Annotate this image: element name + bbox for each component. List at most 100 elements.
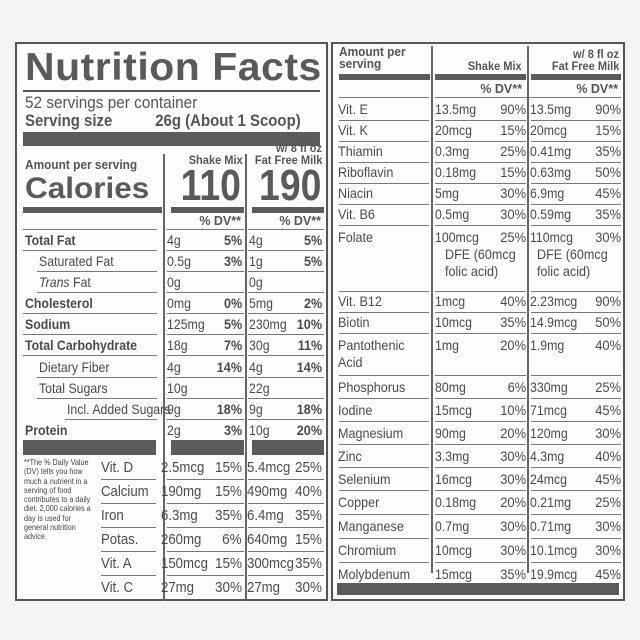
vitamin-row: Biotin 10mcg 35% 14.9mcg 50% xyxy=(333,312,623,333)
with-milk-amount: 19.9mcg xyxy=(530,566,578,582)
with-milk-amount: 6.4mg xyxy=(247,507,284,524)
shake-mix-amount: 18g xyxy=(167,337,188,353)
with-milk-dv: 50% xyxy=(595,314,621,330)
shake-mix-dv: 18% xyxy=(216,401,242,417)
vitamin-row: Vit. K 20mcg 15% 20mcg 15% xyxy=(333,120,623,141)
servings-per-container: 52 servings per container xyxy=(25,94,198,112)
shake-mix-amount: 4g xyxy=(167,232,181,248)
dv-header-milk: % DV** xyxy=(576,82,618,96)
row-divider xyxy=(435,562,526,563)
thick-divider xyxy=(339,74,430,80)
shake-mix-dv: 15% xyxy=(214,459,242,476)
serving-size-value: 26g (About 1 Scoop) xyxy=(155,111,301,130)
with-milk-amount: 1g xyxy=(249,253,263,269)
with-milk-dv: 45% xyxy=(595,185,621,201)
macro-row: Incl. Added Sugars 9g 18% 9g 18% xyxy=(17,399,326,420)
vitamin-row: Vit. E 13.5mg 90% 13.5mg 90% xyxy=(333,99,623,120)
with-milk-dv: 5% xyxy=(303,253,322,269)
vitamin-row: Niacin 5mg 30% 6.9mg 45% xyxy=(333,183,623,204)
row-divider xyxy=(248,292,324,293)
row-divider xyxy=(167,292,244,293)
nutrient-name: Incl. Added Sugars xyxy=(67,401,171,417)
shake-mix-dv: 3% xyxy=(223,422,242,438)
vitamin-row: Molybdenum 15mcg 35% 19.9mcg 45% xyxy=(333,562,623,586)
row-divider xyxy=(531,141,621,142)
shake-mix-dv: 35% xyxy=(500,314,526,330)
with-milk-amount: 640mg xyxy=(247,531,288,548)
nutrient-name: Vit. K xyxy=(338,122,368,138)
row-divider xyxy=(339,291,429,292)
row-divider xyxy=(339,225,429,226)
row-divider xyxy=(101,503,156,504)
col-milk-line2: Fat Free Milk xyxy=(551,59,619,73)
nutrient-name: Molybdenum xyxy=(338,566,411,582)
shake-mix-dv: 30% xyxy=(500,518,526,534)
row-divider xyxy=(167,398,244,399)
shake-mix-amount: 150mcg xyxy=(161,555,208,572)
row-divider xyxy=(167,250,244,251)
vitamin-row: Vit. D 2.5mcg 15% 5.4mcg 25% xyxy=(17,456,326,479)
row-divider xyxy=(339,375,429,376)
shake-mix-amount: 260mg xyxy=(161,531,202,548)
vitamin-row: Thiamin 0.3mg 25% 0.41mg 35% xyxy=(333,141,623,162)
with-milk-amount: 13.5mg xyxy=(530,101,572,117)
row-divider xyxy=(167,479,244,480)
column-divider xyxy=(431,46,433,573)
vitamin-row: Zinc 3.3mg 30% 4.3mg 40% xyxy=(333,444,623,467)
shake-mix-dv: 14% xyxy=(216,359,242,375)
row-divider xyxy=(531,398,621,399)
nutrient-name: Cholesterol xyxy=(25,295,93,311)
nutrient-name: Protein xyxy=(25,422,68,438)
row-divider xyxy=(531,204,621,205)
row-divider xyxy=(531,312,621,313)
nutrient-name: Vit. B6 xyxy=(338,206,375,222)
with-milk-amount: 2.23mcg xyxy=(530,293,578,309)
with-milk-dv: 30% xyxy=(595,518,621,534)
amount-per-line2: serving xyxy=(339,57,382,71)
row-divider xyxy=(435,538,526,539)
shake-mix-amount: 4g xyxy=(167,359,181,375)
col-shake-mix: Shake Mix xyxy=(467,59,522,73)
shake-mix-dv: 15% xyxy=(500,164,526,180)
with-milk-amount: 4g xyxy=(249,359,263,375)
row-divider xyxy=(531,444,621,445)
row-divider xyxy=(167,313,244,314)
nutrient-name: Chromium xyxy=(338,542,397,558)
with-milk-amount: 4g xyxy=(249,232,263,248)
row-divider xyxy=(339,333,429,334)
row-divider xyxy=(435,204,526,205)
row-divider xyxy=(435,312,526,313)
nutrient-name: Zinc xyxy=(338,448,362,464)
row-divider xyxy=(167,377,244,378)
nutrient-name: Trans Fat xyxy=(39,272,91,293)
with-milk-dv: 30% xyxy=(294,579,322,596)
row-divider xyxy=(531,467,621,468)
shake-mix-amount: 15mcg xyxy=(435,402,472,418)
row-divider xyxy=(167,229,244,230)
shake-mix-dv: 3% xyxy=(223,253,242,269)
row-divider xyxy=(531,375,621,376)
nutrient-name: Total Sugars xyxy=(39,380,108,396)
row-divider xyxy=(531,291,621,292)
shake-mix-amount: 3.3mg xyxy=(435,448,470,464)
row-divider xyxy=(248,503,324,504)
with-milk-amount: 71mcg xyxy=(530,402,567,418)
with-milk-amount: 6.9mg xyxy=(530,185,565,201)
shake-mix-amount: 0.5g xyxy=(167,253,191,269)
macro-row: Sodium 125mg 5% 230mg 10% xyxy=(17,314,326,335)
row-divider xyxy=(248,229,324,230)
vitamin-row: Pantothenic Acid 1mg 20% 1.9mg 40% xyxy=(333,333,623,375)
shake-mix-dv: 30% xyxy=(500,448,526,464)
thick-divider xyxy=(171,207,244,213)
with-milk-dv: 45% xyxy=(595,402,621,418)
shake-mix-dv: 25% xyxy=(500,229,526,245)
with-milk-dv: 35% xyxy=(595,206,621,222)
thick-divider xyxy=(435,74,526,80)
with-milk-dv: 40% xyxy=(595,448,621,464)
row-divider xyxy=(248,575,324,576)
with-milk-dv: 90% xyxy=(595,101,621,117)
macro-row: Saturated Fat 0.5g 3% 1g 5% xyxy=(17,251,326,272)
vitamin-row: Calcium 190mg 15% 490mg 40% xyxy=(17,480,326,503)
col-milk-line1: w/ 8 fl oz xyxy=(572,47,619,61)
shake-mix-dv: 6% xyxy=(222,531,242,548)
